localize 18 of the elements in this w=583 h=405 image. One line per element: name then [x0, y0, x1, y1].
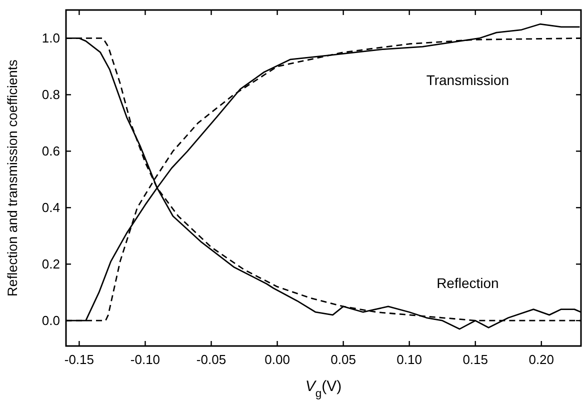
y-tick-label: 0.2: [42, 256, 60, 272]
y-tick-label: 0.8: [42, 87, 60, 102]
y-axis-title: Reflection and transmission coefficients: [5, 59, 20, 296]
y-tick-label: 0.4: [42, 200, 60, 216]
x-tick-label: -0.10: [130, 352, 160, 367]
y-tick-label: 1.0: [42, 30, 60, 46]
x-tick-label: 0.10: [396, 352, 422, 367]
x-tick-label: -0.15: [64, 352, 94, 367]
annotation: Reflection: [436, 275, 499, 291]
y-tick-label: 0.0: [42, 313, 60, 328]
x-tick-label: 0.20: [528, 352, 554, 367]
x-tick-label: 0.00: [264, 352, 290, 367]
x-tick-label: -0.05: [196, 352, 226, 367]
x-tick-label: 0.15: [462, 352, 488, 367]
x-tick-label: 0.05: [330, 352, 356, 367]
y-tick-label: 0.6: [42, 144, 60, 159]
annotation: Transmission: [426, 72, 510, 88]
x-axis-title: V$_{g}$(V): [305, 378, 342, 400]
